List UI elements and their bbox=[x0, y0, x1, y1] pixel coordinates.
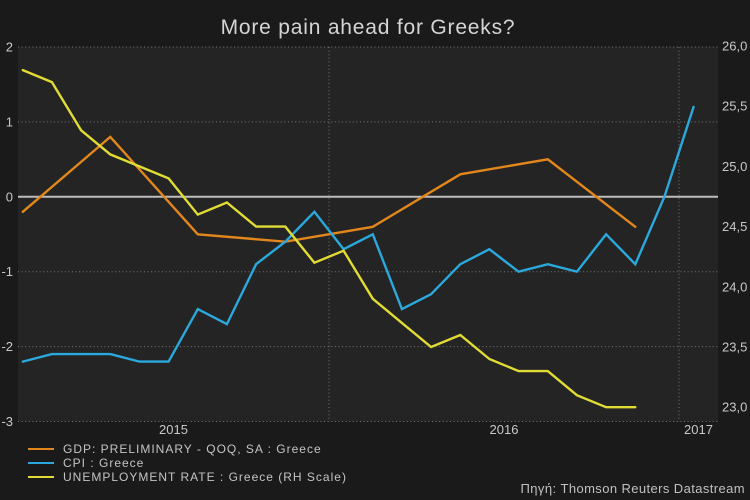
left-axis-tick-label: -1 bbox=[1, 264, 13, 279]
series-line-unemployment bbox=[21, 68, 637, 409]
source-credit: Πηγή: Thomson Reuters Datastream bbox=[520, 481, 745, 496]
legend-swatch-unemployment bbox=[28, 475, 54, 479]
series-line-gdp bbox=[21, 135, 637, 243]
x-axis-year-label: 2016 bbox=[490, 422, 519, 437]
right-axis-tick-label: 24,0 bbox=[722, 279, 747, 294]
right-axis-tick-label: 25,0 bbox=[722, 159, 747, 174]
right-axis-tick-label: 23,5 bbox=[722, 340, 747, 355]
legend-swatch-cpi bbox=[28, 461, 54, 465]
plot-background bbox=[18, 47, 718, 422]
legend-label-cpi: CPI : Greece bbox=[63, 456, 145, 470]
right-axis-tick-label: 24,5 bbox=[722, 219, 747, 234]
legend-label-unemployment: UNEMPLOYMENT RATE : Greece (RH Scale) bbox=[63, 470, 347, 484]
series-line-cpi bbox=[21, 105, 695, 363]
legend-swatch-gdp bbox=[28, 447, 54, 451]
chart-legend: GDP: PRELIMINARY - QOQ, SA : Greece CPI :… bbox=[28, 442, 347, 484]
left-axis-tick-label: -3 bbox=[1, 414, 13, 429]
right-axis-tick-label: 23,0 bbox=[722, 400, 747, 415]
left-axis-tick-label: 1 bbox=[6, 114, 13, 129]
x-axis-year-label: 2015 bbox=[159, 422, 188, 437]
legend-item-gdp: GDP: PRELIMINARY - QOQ, SA : Greece bbox=[28, 442, 347, 456]
left-axis-tick-label: 0 bbox=[6, 189, 13, 204]
x-axis-year-label: 2017 bbox=[684, 422, 713, 437]
right-axis-tick-label: 26,0 bbox=[722, 39, 747, 54]
legend-item-unemployment: UNEMPLOYMENT RATE : Greece (RH Scale) bbox=[28, 470, 347, 484]
right-axis-tick-label: 25,5 bbox=[722, 99, 747, 114]
chart-title: More pain ahead for Greeks? bbox=[220, 16, 516, 39]
left-axis-tick-label: 2 bbox=[6, 40, 13, 55]
left-axis-tick-label: -2 bbox=[1, 339, 13, 354]
legend-item-cpi: CPI : Greece bbox=[28, 456, 347, 470]
legend-label-gdp: GDP: PRELIMINARY - QOQ, SA : Greece bbox=[63, 442, 322, 456]
